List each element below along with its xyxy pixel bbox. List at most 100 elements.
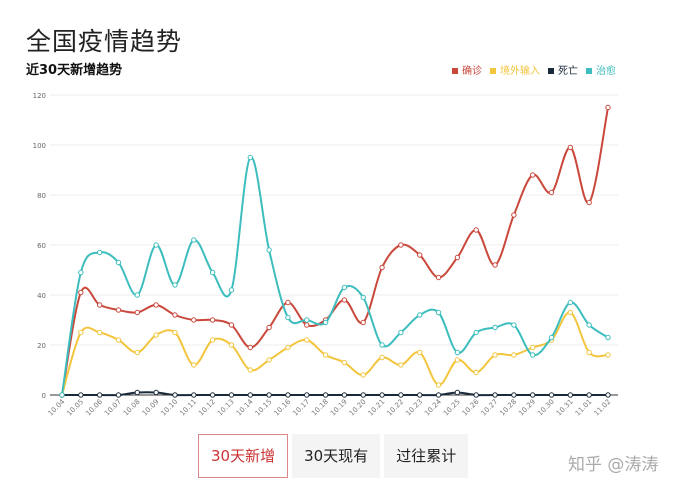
data-point	[605, 392, 611, 398]
data-point	[492, 352, 498, 358]
data-point	[153, 389, 159, 396]
data-point	[96, 392, 103, 398]
data-point	[435, 392, 442, 398]
legend-swatch	[490, 68, 496, 74]
data-point	[285, 344, 291, 351]
data-point	[96, 302, 103, 308]
legend-item[interactable]: 治愈	[586, 62, 616, 77]
data-point	[605, 104, 611, 111]
data-point	[304, 317, 310, 323]
y-tick-label: 100	[33, 142, 46, 150]
data-point	[134, 309, 141, 316]
data-point	[417, 252, 423, 258]
data-point	[228, 392, 235, 398]
legend-swatch	[586, 68, 592, 74]
tab-30day-new[interactable]: 30天新增	[198, 434, 289, 478]
data-point	[285, 299, 291, 306]
x-tick-label: 10.07	[103, 398, 123, 418]
data-point	[511, 212, 517, 218]
x-tick-label: 10.20	[348, 398, 368, 418]
legend-item[interactable]: 确诊	[452, 62, 482, 77]
x-tick-label: 10.23	[404, 398, 424, 418]
watermark: 知乎 @涛涛	[568, 455, 659, 475]
data-point	[586, 349, 592, 356]
x-tick-label: 10.21	[367, 398, 387, 418]
data-point	[191, 392, 197, 398]
data-point	[266, 324, 272, 331]
legend-item[interactable]: 死亡	[548, 62, 578, 77]
data-point	[529, 172, 536, 178]
data-point	[247, 344, 253, 351]
data-point	[398, 362, 404, 368]
x-tick-label: 10.10	[160, 398, 180, 418]
series-line	[61, 311, 609, 396]
y-tick-label: 120	[33, 92, 46, 100]
data-point	[529, 352, 536, 358]
data-point	[266, 392, 272, 398]
data-point	[247, 367, 253, 373]
data-point	[435, 274, 442, 281]
x-tick-label: 10.18	[310, 398, 330, 418]
data-point	[191, 317, 197, 323]
y-tick-label: 80	[37, 192, 46, 200]
data-point	[341, 284, 348, 291]
data-point	[341, 359, 348, 366]
data-point	[586, 322, 592, 328]
data-point	[511, 322, 517, 328]
data-point	[511, 352, 517, 358]
data-point	[96, 249, 103, 256]
data-point	[115, 307, 122, 313]
data-point	[172, 312, 178, 318]
tab-30day-current[interactable]: 30天现有	[292, 434, 381, 478]
data-point	[398, 242, 404, 248]
data-point	[209, 317, 216, 323]
data-point	[454, 357, 461, 363]
x-tick-label: 10.11	[178, 398, 198, 418]
data-point	[115, 259, 122, 266]
data-point	[266, 357, 272, 363]
data-point	[417, 312, 423, 318]
data-point	[228, 322, 235, 328]
data-point	[115, 392, 122, 398]
data-point	[473, 227, 479, 233]
data-point	[417, 349, 423, 356]
data-point	[529, 392, 536, 398]
data-point	[285, 314, 291, 321]
legend-label: 确诊	[462, 66, 482, 77]
data-point	[567, 299, 574, 306]
y-tick-label: 0	[42, 392, 46, 400]
data-point	[78, 392, 84, 398]
data-point	[529, 344, 536, 351]
x-tick-label: 10.15	[254, 398, 274, 418]
data-point	[285, 392, 291, 398]
data-point	[191, 237, 197, 243]
line-chart: 0 20 40 60 80 100 120 10.0410.0510.0610.0710.08…	[33, 92, 618, 418]
data-point	[228, 342, 235, 348]
data-point	[209, 269, 216, 276]
data-point	[78, 269, 84, 276]
legend-label: 境外输入	[500, 66, 540, 77]
x-tick-label: 10.09	[141, 398, 161, 418]
series-line	[61, 107, 609, 396]
data-point	[134, 349, 141, 356]
data-point	[322, 392, 329, 398]
data-point	[605, 334, 611, 341]
data-point	[379, 342, 385, 348]
data-point	[454, 349, 461, 356]
data-point	[134, 389, 141, 396]
data-point	[247, 392, 253, 398]
x-tick-label: 11.01	[574, 398, 594, 418]
page-title: 全国疫情趋势	[26, 27, 183, 56]
y-tick-label: 20	[37, 342, 46, 350]
legend-swatch	[548, 68, 554, 74]
data-point	[209, 392, 216, 398]
data-point	[247, 154, 253, 161]
data-point	[266, 247, 272, 253]
data-point	[78, 329, 84, 336]
data-point	[473, 329, 479, 336]
data-point	[548, 189, 555, 196]
tab-cumulative[interactable]: 过往累计	[384, 434, 469, 478]
legend-item[interactable]: 境外输入	[490, 62, 540, 77]
x-tick-label: 10.04	[47, 397, 67, 417]
data-point	[153, 242, 159, 248]
